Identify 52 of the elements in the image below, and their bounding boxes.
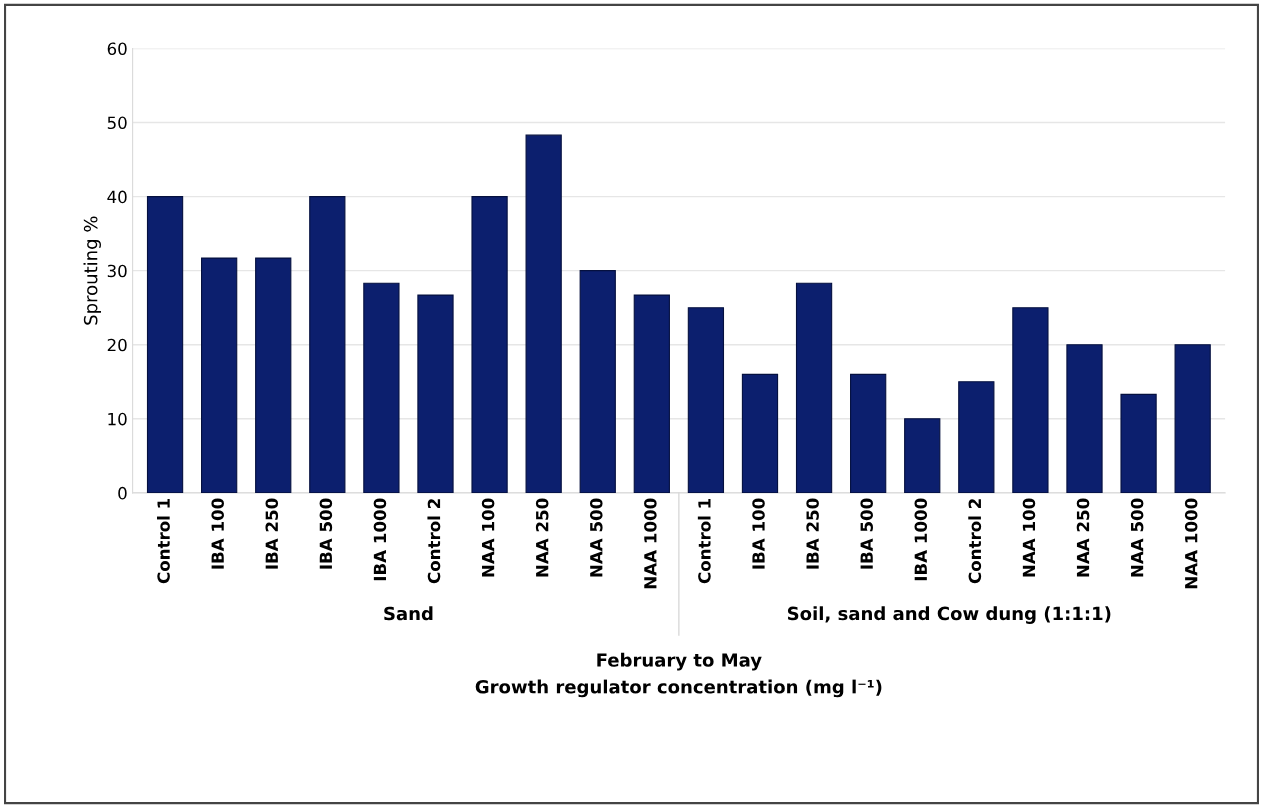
bar [579,270,616,493]
bar [1066,344,1103,493]
x-tick-label: NAA 250 [535,498,549,577]
y-tick-label: 60 [107,42,127,56]
bar [795,282,833,493]
y-tick-label: 10 [108,412,127,426]
x-tick-label: IBA 1000 [914,498,928,581]
bar [309,196,346,493]
bar [1120,393,1157,493]
x-tick-label: NAA 100 [1022,498,1036,577]
x-tick-label: IBA 250 [265,498,279,569]
bar [1012,307,1049,493]
bar [255,257,292,493]
bar [687,307,725,493]
x-tick-label: IBA 500 [319,498,333,569]
x-tick-label: NAA 100 [481,498,495,577]
bar [525,134,562,493]
text: Soil, sand and Cow dung (1:1:1) [787,606,1111,624]
x-tick-label: Control 2 [427,499,441,584]
bar [741,373,779,493]
text: Growth regulator concentration (mg l⁻¹) [475,679,882,698]
bar [471,196,508,493]
x-tick-label: NAA 500 [1130,498,1144,577]
bar [633,294,670,493]
y-tick-label: 20 [107,338,127,352]
x-tick-label: NAA 1000 [1184,498,1198,589]
bar [904,418,941,493]
y-axis-title: Sprouting % [83,216,101,325]
bar [417,294,454,493]
x-tick-label: Control 1 [697,498,711,584]
x-tick-label: IBA 100 [752,498,765,569]
x-tick-label: IBA 100 [211,498,224,569]
x-tick-label: NAA 250 [1076,498,1090,577]
bar [201,257,238,493]
x-tick-label: IBA 1000 [373,498,387,581]
y-tick-label: 30 [107,264,127,278]
x-tick-label: NAA 500 [589,498,603,577]
bar [1174,344,1211,493]
y-tick-label: 40 [107,190,127,204]
x-tick-label: NAA 1000 [644,498,657,589]
text: Sand [384,606,433,621]
y-tick-label: 0 [118,486,127,500]
y-tick-label: 50 [107,116,127,130]
x-tick-label: Control 2 [968,499,982,584]
x-tick-label: IBA 250 [806,498,819,569]
bar [146,196,184,493]
x-axis-title: February to May [597,652,762,671]
x-tick-label: Control 1 [157,498,170,584]
x-tick-label: IBA 500 [860,498,873,569]
bar [363,282,400,493]
bar [850,373,887,493]
bar [958,381,995,493]
